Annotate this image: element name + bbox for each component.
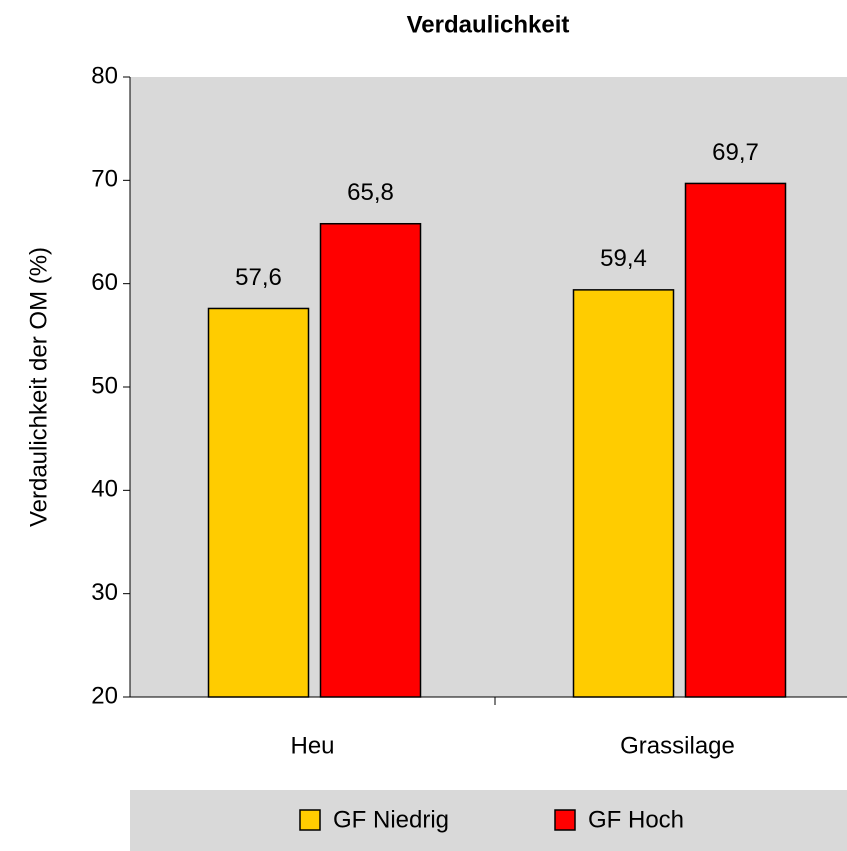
bar [207, 307, 310, 698]
legend-label: GF Niedrig [333, 806, 449, 833]
value-label: 69,7 [712, 139, 759, 166]
y-tick-label: 70 [91, 166, 118, 193]
bar [319, 222, 422, 698]
legend-label: GF Hoch [588, 806, 684, 833]
bar [572, 289, 675, 698]
y-tick-label: 50 [91, 372, 118, 399]
legend-swatch [554, 809, 576, 831]
value-label: 57,6 [235, 264, 282, 291]
y-axis-label: Verdaulichkeit der OM (%) [25, 247, 52, 527]
y-tick-label: 20 [91, 682, 118, 709]
y-tick-label: 30 [91, 579, 118, 606]
y-tick-label: 40 [91, 476, 118, 503]
legend [130, 790, 847, 851]
bar [684, 182, 787, 698]
y-tick-label: 80 [91, 62, 118, 89]
chart-title: Verdaulichkeit [407, 11, 570, 38]
y-tick-label: 60 [91, 269, 118, 296]
value-label: 65,8 [347, 179, 394, 206]
x-tick-label: Heu [290, 732, 334, 759]
value-label: 59,4 [600, 245, 647, 272]
x-tick-label: Grassilage [620, 732, 735, 759]
legend-swatch [299, 809, 321, 831]
